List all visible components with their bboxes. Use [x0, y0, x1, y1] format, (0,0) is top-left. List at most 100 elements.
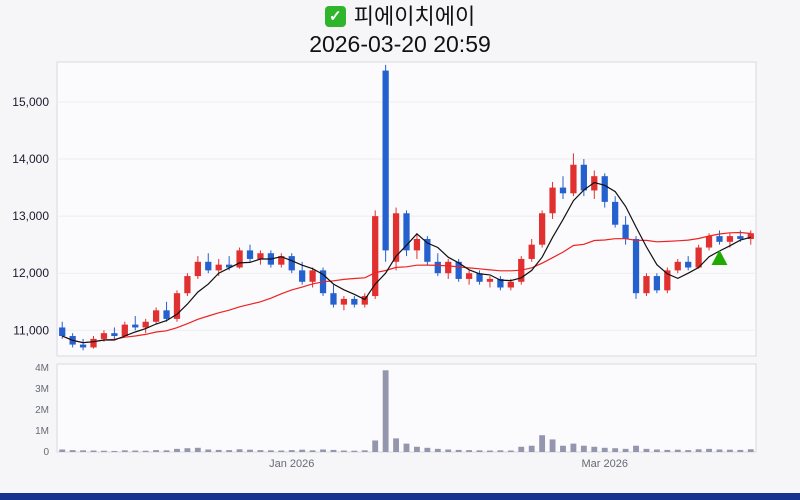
volume-bar	[226, 450, 233, 452]
volume-axis-label: 3M	[35, 384, 49, 395]
volume-bar	[309, 450, 316, 452]
candle-body	[111, 333, 118, 337]
volume-bar	[622, 448, 629, 452]
candle-body	[173, 293, 181, 319]
candle-body	[246, 250, 254, 259]
candle-body	[664, 270, 671, 291]
volume-bar	[497, 450, 504, 452]
candle-body	[278, 256, 285, 265]
candle-body	[288, 256, 295, 271]
volume-bar	[194, 447, 201, 452]
volume-bar	[726, 449, 733, 452]
candle-body	[424, 238, 431, 262]
volume-bar	[215, 449, 222, 452]
candle-body	[184, 276, 191, 294]
volume-bar	[695, 449, 702, 452]
volume-bar	[393, 438, 399, 452]
volume-bar	[570, 443, 577, 452]
volume-bar	[601, 447, 608, 452]
volume-bar	[351, 450, 358, 452]
candle-body	[716, 236, 723, 242]
volume-bar	[716, 449, 723, 452]
candle-body	[580, 164, 587, 191]
volume-bar	[455, 449, 462, 452]
candle-body	[257, 253, 264, 259]
candle-body	[601, 176, 608, 202]
volume-bar	[549, 439, 556, 452]
volume-bar	[184, 448, 191, 452]
volume-bar	[288, 450, 295, 452]
candle-body	[351, 298, 358, 305]
volume-bar	[747, 449, 754, 452]
candle-body	[59, 327, 66, 337]
volume-bar	[528, 445, 535, 452]
candle-body	[299, 270, 306, 282]
volume-bar	[685, 450, 692, 452]
candle-body	[653, 276, 661, 291]
volume-bar	[591, 446, 598, 452]
candle-body	[612, 201, 619, 225]
price-axis-label: 11,000	[13, 323, 49, 337]
candle-body	[226, 264, 233, 268]
candle-body	[632, 238, 640, 294]
candle-body	[90, 338, 97, 348]
candle-body	[705, 236, 713, 248]
volume-bar	[236, 449, 243, 452]
volume-bar	[674, 449, 681, 452]
candle-body	[538, 213, 546, 245]
candle-body	[413, 238, 421, 251]
candle-body	[215, 264, 222, 271]
buy-signal-triangle-icon	[711, 249, 728, 265]
volume-bar	[69, 450, 76, 452]
volume-bar	[539, 435, 546, 452]
candle-body	[163, 310, 170, 319]
volume-bar	[466, 450, 473, 452]
checkbox-checked-icon: ✓	[324, 6, 346, 27]
volume-bar	[633, 445, 639, 452]
candle-body	[570, 164, 577, 194]
candle-body	[309, 270, 316, 282]
volume-bar	[299, 449, 306, 452]
candle-body	[549, 187, 556, 214]
volume-bar	[80, 450, 87, 452]
candle-body	[465, 273, 473, 279]
candle-body	[528, 244, 535, 259]
candle-body	[236, 250, 243, 268]
candle-body	[737, 236, 744, 239]
candle-body	[622, 224, 629, 239]
title-line: ✓ 피에이치에이	[0, 3, 800, 30]
volume-bar	[278, 450, 285, 452]
candle-body	[100, 333, 108, 339]
x-axis-label: Mar 2026	[581, 458, 627, 470]
volume-bar	[132, 450, 139, 452]
candle-body	[695, 247, 702, 268]
volume-bar	[737, 449, 744, 452]
volume-bar	[330, 449, 337, 452]
volume-bar	[424, 447, 431, 452]
volume-bar	[111, 450, 118, 452]
volume-bar	[153, 450, 160, 452]
volume-bar	[59, 449, 66, 452]
volume-bar	[518, 446, 525, 452]
candle-body	[747, 233, 754, 239]
candle-body	[507, 281, 514, 288]
candle-body	[476, 273, 483, 282]
candle-body	[591, 176, 598, 191]
candle-body	[497, 278, 504, 288]
volume-bar	[706, 448, 712, 452]
volume-bar	[320, 449, 326, 452]
volume-bar	[560, 445, 566, 452]
x-axis-label: Jan 2026	[269, 458, 314, 470]
price-axis-label: 13,000	[12, 209, 49, 223]
candle-body	[132, 324, 139, 328]
volume-bar	[507, 450, 514, 452]
volume-bar	[121, 450, 128, 452]
candle-body	[361, 296, 368, 305]
volume-bar	[257, 450, 264, 452]
candle-body	[79, 344, 87, 348]
candle-body	[340, 298, 348, 305]
ma5-line	[61, 181, 751, 344]
volume-bar	[643, 448, 650, 452]
volume-bar	[653, 449, 660, 452]
